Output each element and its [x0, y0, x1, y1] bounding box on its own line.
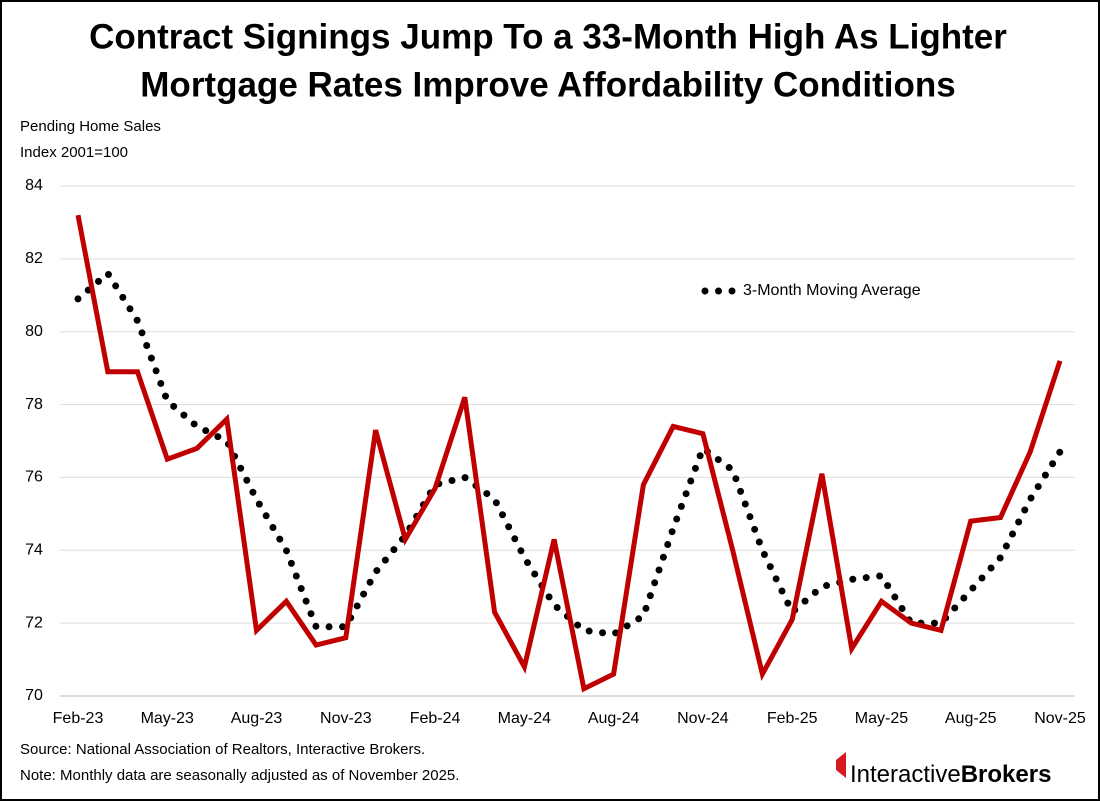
- x-tick-label: May-24: [498, 710, 551, 727]
- y-tick-label: 74: [25, 542, 43, 559]
- line-series: [75, 214, 1063, 693]
- y-tick-label: 76: [25, 469, 43, 486]
- logo-part: Interactive: [850, 761, 961, 788]
- y-tick-label: 80: [25, 323, 43, 340]
- logo-icon: [836, 752, 846, 778]
- chart-title: Contract Signings Jump To a 33-Month Hig…: [89, 17, 1007, 56]
- x-tick-label: Aug-24: [588, 710, 640, 727]
- logo: InteractiveBrokers: [850, 761, 1051, 788]
- x-tick-label: May-23: [141, 710, 194, 727]
- y-tick-label: 70: [25, 687, 43, 704]
- x-tick-label: Nov-24: [677, 710, 729, 727]
- y-tick-label: 84: [25, 177, 43, 194]
- x-tick-label: Nov-23: [320, 710, 372, 727]
- y-tick-label: 82: [25, 250, 43, 267]
- x-tick-label: Feb-25: [767, 710, 818, 727]
- y-axis-label: Index 2001=100: [20, 144, 128, 161]
- y-axis-label: Pending Home Sales: [20, 118, 161, 135]
- y-tick-label: 78: [25, 396, 43, 413]
- logo-part: Brokers: [961, 761, 1052, 788]
- legend-label: 3-Month Moving Average: [743, 282, 921, 299]
- x-tick-label: Nov-25: [1034, 710, 1086, 727]
- x-tick-label: Feb-23: [53, 710, 104, 727]
- y-tick-label: 72: [25, 614, 43, 631]
- note: Note: Monthly data are seasonally adjust…: [20, 767, 459, 784]
- x-tick-label: May-25: [855, 710, 908, 727]
- chart-title: Mortgage Rates Improve Affordability Con…: [140, 65, 955, 104]
- x-tick-label: Aug-23: [231, 710, 283, 727]
- source: Source: National Association of Realtors…: [20, 741, 425, 758]
- x-tick-label: Feb-24: [410, 710, 461, 727]
- x-tick-label: Aug-25: [945, 710, 997, 727]
